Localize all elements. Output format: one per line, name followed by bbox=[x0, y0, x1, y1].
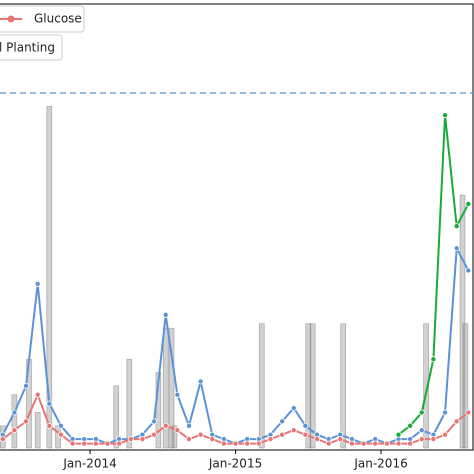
point bbox=[244, 440, 251, 447]
point bbox=[46, 400, 53, 407]
point bbox=[174, 427, 181, 434]
point bbox=[220, 440, 227, 447]
point bbox=[442, 409, 449, 416]
point bbox=[0, 436, 6, 443]
point bbox=[372, 440, 379, 447]
legend-box bbox=[0, 34, 63, 61]
point bbox=[348, 440, 355, 447]
point bbox=[57, 431, 64, 438]
point bbox=[232, 440, 239, 447]
point bbox=[442, 431, 449, 438]
bar bbox=[162, 327, 169, 449]
point bbox=[465, 200, 472, 207]
point bbox=[197, 431, 204, 438]
point bbox=[302, 422, 309, 429]
point bbox=[151, 418, 158, 425]
point bbox=[430, 356, 437, 363]
point bbox=[360, 440, 367, 447]
series-line bbox=[1, 244, 470, 445]
bar bbox=[113, 385, 120, 449]
point bbox=[151, 431, 158, 438]
point bbox=[34, 391, 41, 398]
bar bbox=[309, 323, 316, 449]
bar bbox=[462, 323, 469, 449]
point bbox=[81, 440, 88, 447]
point bbox=[174, 391, 181, 398]
point bbox=[267, 436, 274, 443]
bar bbox=[423, 323, 429, 449]
point bbox=[11, 427, 18, 434]
point bbox=[11, 409, 18, 416]
series-line bbox=[397, 115, 470, 436]
point bbox=[139, 436, 146, 443]
bar bbox=[305, 323, 312, 449]
bar bbox=[258, 323, 265, 449]
legend-marker bbox=[7, 15, 15, 23]
plot-frame bbox=[0, 3, 474, 451]
bar bbox=[340, 323, 347, 449]
point bbox=[337, 436, 344, 443]
bar bbox=[171, 425, 178, 449]
bar bbox=[168, 327, 175, 449]
point bbox=[92, 440, 99, 447]
point bbox=[453, 245, 460, 252]
point bbox=[197, 378, 204, 385]
bar bbox=[11, 394, 18, 449]
point bbox=[162, 422, 169, 429]
point bbox=[209, 436, 216, 443]
point bbox=[69, 440, 76, 447]
point bbox=[453, 223, 460, 230]
x-tick-label: Jan-2016 bbox=[353, 457, 407, 471]
point bbox=[23, 418, 30, 425]
point bbox=[116, 440, 123, 447]
point bbox=[418, 436, 425, 443]
point bbox=[302, 431, 309, 438]
point bbox=[442, 112, 449, 119]
point bbox=[127, 436, 134, 443]
point bbox=[162, 311, 169, 318]
point bbox=[255, 440, 262, 447]
x-tick-label: Jan-2014 bbox=[62, 457, 116, 471]
point bbox=[279, 418, 286, 425]
point bbox=[57, 422, 64, 429]
point bbox=[104, 440, 111, 447]
point bbox=[418, 427, 425, 434]
legend-box bbox=[0, 5, 85, 33]
point bbox=[418, 409, 425, 416]
point bbox=[465, 267, 472, 274]
x-tick-label: Jan-2015 bbox=[208, 457, 262, 471]
legend-label: Glucose bbox=[34, 12, 82, 26]
point bbox=[185, 422, 192, 429]
point bbox=[407, 422, 414, 429]
point bbox=[395, 431, 402, 438]
point bbox=[430, 436, 437, 443]
point bbox=[185, 436, 192, 443]
bar bbox=[46, 106, 53, 449]
point bbox=[453, 418, 460, 425]
point bbox=[325, 440, 332, 447]
point bbox=[23, 382, 30, 389]
bar bbox=[459, 194, 466, 449]
bar bbox=[126, 358, 133, 449]
legend-label: l Planting bbox=[0, 41, 55, 55]
point bbox=[290, 427, 297, 434]
point bbox=[465, 409, 472, 416]
point bbox=[279, 431, 286, 438]
point bbox=[395, 440, 402, 447]
point bbox=[407, 440, 414, 447]
point bbox=[46, 422, 53, 429]
point bbox=[314, 436, 321, 443]
point bbox=[290, 405, 297, 412]
point bbox=[383, 440, 390, 447]
point bbox=[34, 280, 41, 287]
bar bbox=[34, 412, 41, 449]
